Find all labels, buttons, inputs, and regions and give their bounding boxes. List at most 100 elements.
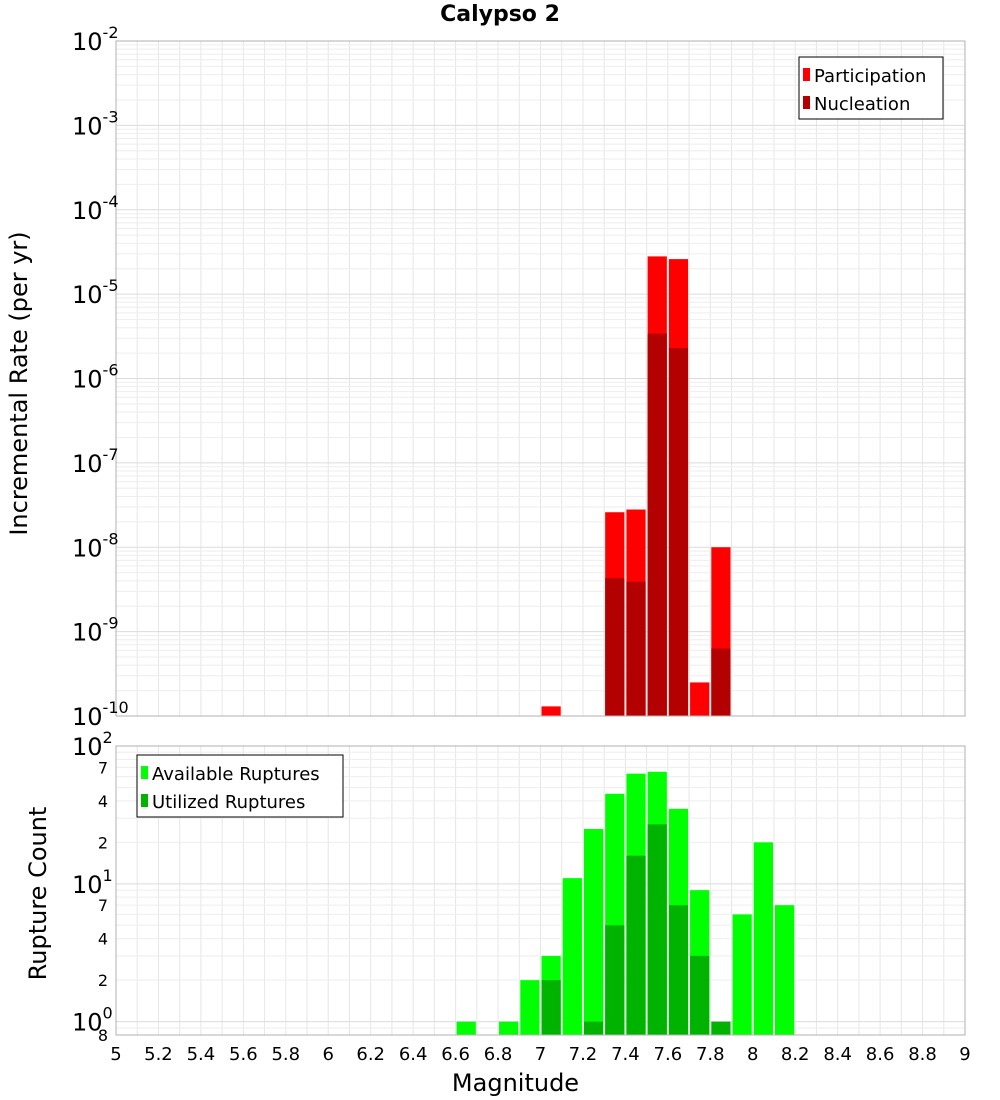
utilized-ruptures-bar bbox=[583, 1021, 604, 1035]
y-minor-tick-label: 4 bbox=[98, 792, 108, 811]
nucleation-series bbox=[605, 333, 731, 716]
legend-top-label: Nucleation bbox=[814, 94, 910, 115]
y-tick-exponent: -2 bbox=[103, 23, 119, 42]
nucleation-bar bbox=[626, 581, 646, 716]
utilized-ruptures-series bbox=[541, 824, 731, 1035]
participation-bar bbox=[690, 682, 710, 716]
legend-bottom-swatch bbox=[141, 794, 148, 807]
y-tick-label: 10-7 bbox=[72, 445, 119, 478]
y-tick-base: 10 bbox=[72, 619, 103, 647]
legend-top-label: Participation bbox=[814, 66, 926, 87]
x-axis-ticks: 5 5.2 5.4 5.6 5.8 6 6.2 6.4 6.6 6.8 7 7.2 7.4 7.6 7.8 8… bbox=[110, 1044, 970, 1065]
x-tick-label: 8.2 bbox=[781, 1044, 810, 1065]
nucleation-bar bbox=[605, 578, 625, 716]
plot-border-bottom bbox=[115, 745, 966, 1036]
y-tick-base: 10 bbox=[72, 871, 103, 899]
x-tick-label: 7.6 bbox=[654, 1044, 683, 1065]
legend-bottom-box bbox=[136, 754, 344, 818]
available-ruptures-bar bbox=[456, 1021, 476, 1035]
y-tick-base: 10 bbox=[72, 28, 103, 56]
grid-lines bbox=[115, 40, 966, 717]
utilized-ruptures-bar bbox=[626, 855, 646, 1035]
y-tick-label: 10-3 bbox=[72, 107, 119, 140]
legend-top-box bbox=[798, 56, 944, 120]
utilized-ruptures-bar bbox=[668, 905, 689, 1035]
y-tick-exponent: 1 bbox=[103, 866, 113, 885]
y-tick-exponent: -6 bbox=[103, 361, 119, 380]
y-tick-base: 10 bbox=[72, 366, 103, 394]
y-tick-exponent: 0 bbox=[103, 1004, 113, 1023]
legend-bottom-swatch bbox=[141, 766, 148, 779]
x-tick-label: 8.6 bbox=[866, 1044, 895, 1065]
x-tick-label: 6.6 bbox=[441, 1044, 470, 1065]
y-tick-label: 10-10 bbox=[72, 698, 129, 731]
nucleation-bar bbox=[647, 333, 667, 716]
y-tick-base: 10 bbox=[72, 281, 103, 309]
y-axis-title-top: Incremental Rate (per yr) bbox=[5, 231, 33, 535]
x-tick-label: 5.2 bbox=[144, 1044, 173, 1065]
y-tick-label: 10-6 bbox=[72, 361, 119, 394]
y-tick-base: 10 bbox=[72, 733, 103, 761]
y-minor-tick-label: 2 bbox=[98, 833, 108, 852]
y-tick-exponent: -3 bbox=[103, 107, 119, 126]
y-tick-label: 10-4 bbox=[72, 192, 119, 225]
y-tick-label: 10-5 bbox=[72, 276, 119, 309]
x-tick-label: 7.4 bbox=[611, 1044, 640, 1065]
x-tick-label: 5.6 bbox=[229, 1044, 258, 1065]
x-tick-label: 7 bbox=[535, 1044, 546, 1065]
x-tick-label: 7.2 bbox=[569, 1044, 598, 1065]
utilized-ruptures-bar bbox=[647, 824, 667, 1035]
x-tick-label: 6.2 bbox=[356, 1044, 385, 1065]
y-tick-base: 10 bbox=[72, 1009, 103, 1037]
y-minor-tick-label: 7 bbox=[98, 896, 108, 915]
x-tick-label: 7.8 bbox=[696, 1044, 725, 1065]
y-tick-base: 10 bbox=[72, 703, 103, 731]
y-minor-tick-label: 4 bbox=[98, 930, 108, 949]
y-tick-exponent: -5 bbox=[103, 276, 119, 295]
available-ruptures-bar bbox=[520, 980, 540, 1035]
y-tick-exponent: -9 bbox=[103, 614, 119, 633]
legend-bottom-label: Utilized Ruptures bbox=[152, 792, 305, 813]
y-tick-exponent: -4 bbox=[103, 192, 119, 211]
y-minor-tick-label: 2 bbox=[98, 971, 108, 990]
x-tick-label: 8 bbox=[747, 1044, 758, 1065]
available-ruptures-bar bbox=[732, 914, 752, 1035]
y-tick-exponent: -7 bbox=[103, 445, 119, 464]
utilized-ruptures-bar bbox=[605, 925, 625, 1035]
available-ruptures-bar bbox=[583, 828, 604, 1035]
available-ruptures-bar bbox=[774, 905, 795, 1035]
legend-bottom-label: Available Ruptures bbox=[152, 764, 320, 785]
y-tick-label: 10-8 bbox=[72, 529, 119, 562]
y-tick-label: 10-2 bbox=[72, 23, 119, 56]
y-tick-exponent: -10 bbox=[103, 698, 129, 717]
x-tick-label: 8.8 bbox=[908, 1044, 937, 1065]
legend-top: Participation Nucleation bbox=[798, 56, 944, 120]
x-tick-label: 6.4 bbox=[399, 1044, 428, 1065]
y-tick-base: 10 bbox=[72, 197, 103, 225]
utilized-ruptures-bar bbox=[541, 980, 561, 1035]
x-tick-label: 5 bbox=[110, 1044, 121, 1065]
x-tick-label: 9 bbox=[959, 1044, 970, 1065]
x-tick-label: 6 bbox=[323, 1044, 334, 1065]
legend-top-swatch bbox=[803, 68, 810, 81]
y-tick-label: 101 bbox=[72, 866, 113, 899]
y-axis-title-bottom: Rupture Count bbox=[24, 807, 52, 981]
y-tick-label: 10-9 bbox=[72, 614, 119, 647]
y-tick-base: 10 bbox=[72, 112, 103, 140]
utilized-ruptures-bar bbox=[690, 955, 710, 1035]
legend-top-swatch bbox=[803, 96, 810, 109]
legend-bottom: Available Ruptures Utilized Ruptures bbox=[136, 754, 344, 818]
y-minor-tick-label: 7 bbox=[98, 758, 108, 777]
plot-border-top bbox=[115, 40, 966, 717]
nucleation-bar bbox=[711, 648, 731, 716]
available-ruptures-bar bbox=[499, 1021, 519, 1035]
y-tick-base: 10 bbox=[72, 450, 103, 478]
y-tick-base: 10 bbox=[72, 534, 103, 562]
y-tick-exponent: 2 bbox=[103, 728, 113, 747]
y-axis-top-ticks: 10-210-310-410-510-610-710-810-910-10 bbox=[72, 23, 129, 731]
x-tick-label: 5.8 bbox=[271, 1044, 300, 1065]
utilized-ruptures-bar bbox=[711, 1021, 731, 1035]
x-tick-label: 5.4 bbox=[187, 1044, 216, 1065]
